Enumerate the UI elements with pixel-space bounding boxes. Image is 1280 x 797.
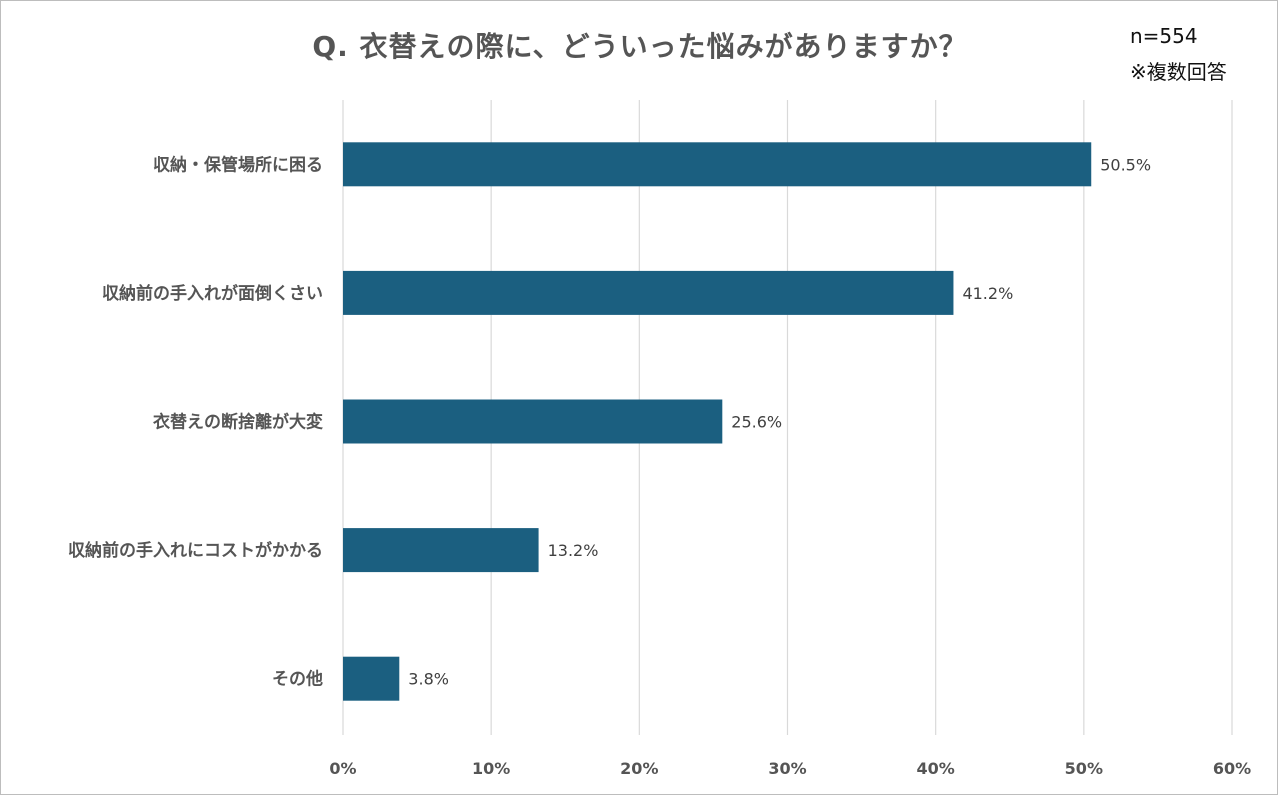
bar-3 xyxy=(343,528,539,573)
data-label: 50.5% xyxy=(1100,155,1151,174)
bar-0 xyxy=(343,142,1092,187)
x-tick-label: 50% xyxy=(1065,759,1103,778)
category-label: 収納前の手入れにコストがかかる xyxy=(68,540,323,561)
category-labels: 収納・保管場所に困る収納前の手入れが面倒くさい衣替えの断捨離が大変収納前の手入れ… xyxy=(68,154,323,689)
chart-title: Q. 衣替えの際に、どういった悩みがありますか？ xyxy=(312,30,968,63)
x-tick-label: 60% xyxy=(1213,759,1251,778)
data-label: 3.8% xyxy=(408,670,449,689)
x-tick-label: 40% xyxy=(917,759,955,778)
data-label: 41.2% xyxy=(962,284,1013,303)
bars xyxy=(343,142,1092,701)
category-label: 衣替えの断捨離が大変 xyxy=(153,412,323,433)
bar-2 xyxy=(343,399,723,444)
bar-4 xyxy=(343,656,400,701)
x-tick-label: 0% xyxy=(329,759,356,778)
x-tick-label: 10% xyxy=(472,759,510,778)
x-axis-ticks: 0% 10% 20% 30% 40% 50% 60% xyxy=(329,759,1251,778)
x-tick-label: 20% xyxy=(620,759,658,778)
category-label: その他 xyxy=(272,669,323,690)
data-labels: 50.5% 41.2% 25.6% 13.2% 3.8% xyxy=(408,155,1151,688)
sample-size-note: n=554 xyxy=(1130,24,1198,48)
data-label: 25.6% xyxy=(731,413,782,432)
multiple-answer-note: ※複数回答 xyxy=(1130,60,1227,84)
data-label: 13.2% xyxy=(548,541,599,560)
category-label: 収納・保管場所に困る xyxy=(153,154,323,175)
bar-1 xyxy=(343,270,954,315)
x-tick-label: 30% xyxy=(768,759,806,778)
category-label: 収納前の手入れが面倒くさい xyxy=(102,283,323,304)
